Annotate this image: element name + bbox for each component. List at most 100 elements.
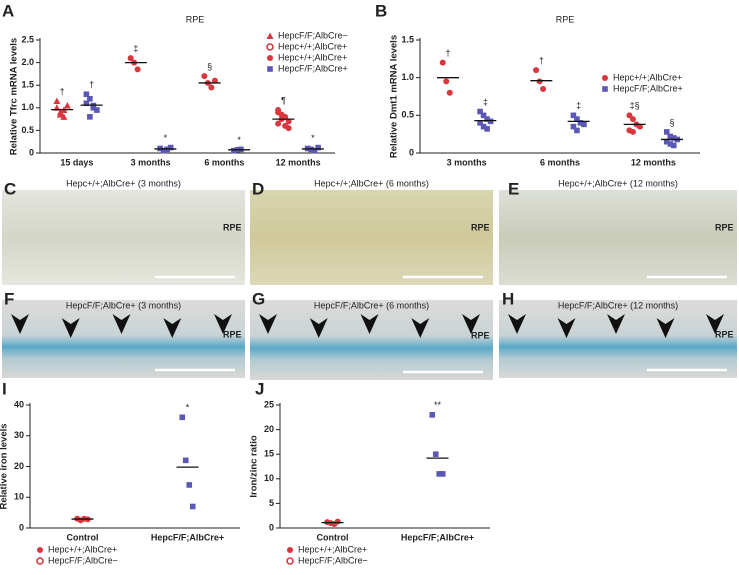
point xyxy=(443,78,450,85)
significance-label: † xyxy=(89,80,94,90)
point xyxy=(446,89,453,96)
arrowhead xyxy=(360,314,379,334)
point xyxy=(201,73,208,80)
significance-label: ‡ xyxy=(576,101,581,111)
x-tick-label: Control xyxy=(317,532,349,542)
significance-label: * xyxy=(311,133,315,143)
micrograph xyxy=(499,300,737,378)
point xyxy=(56,111,64,118)
point xyxy=(670,142,677,149)
point xyxy=(285,125,292,132)
legend-label: Hepc+/+;AlbCre+ xyxy=(298,544,367,554)
chart-title: RPE xyxy=(186,14,205,24)
arrowhead xyxy=(706,314,724,334)
point xyxy=(477,108,483,115)
legend-label: HepcF/F;AlbCre− xyxy=(278,30,348,40)
point xyxy=(484,126,490,132)
point xyxy=(663,129,670,135)
significance-label: * xyxy=(237,135,241,145)
arrowhead xyxy=(163,318,182,338)
point xyxy=(667,133,674,140)
point xyxy=(189,503,196,510)
micrograph-title: HepcF/F;AlbCre+ (6 months) xyxy=(314,300,429,310)
micrograph-title: HepcF/F;AlbCre+ (12 months) xyxy=(558,300,678,310)
point xyxy=(275,120,282,127)
arrowhead xyxy=(11,314,29,334)
legend-label: HepcF/F;AlbCre− xyxy=(48,555,118,565)
legend-marker xyxy=(602,75,608,81)
point xyxy=(167,144,174,151)
rpe-tag: RPE xyxy=(471,222,490,232)
point xyxy=(311,147,318,154)
legend-marker xyxy=(266,43,274,51)
rpe-tag: RPE xyxy=(471,330,490,340)
point xyxy=(87,114,93,120)
point xyxy=(211,77,218,84)
y-tick-label: 20 xyxy=(14,461,24,471)
y-tick-label: 0 xyxy=(29,147,34,157)
point xyxy=(667,141,674,147)
y-tick-label: 1.0 xyxy=(401,72,414,82)
panel-letter: G xyxy=(252,289,265,308)
point xyxy=(134,66,141,73)
point xyxy=(570,112,577,119)
micrograph-title: Hepc+/+;AlbCre+ (12 months) xyxy=(558,178,678,188)
point xyxy=(626,112,633,119)
arrowhead xyxy=(607,314,625,334)
micrograph-title: Hepc+/+;AlbCre+ (3 months) xyxy=(66,178,181,188)
micrograph xyxy=(2,190,245,285)
legend-marker xyxy=(36,557,44,565)
point xyxy=(186,482,193,488)
y-tick-label: 5 xyxy=(269,498,274,508)
point xyxy=(477,120,483,126)
point xyxy=(432,451,439,457)
point xyxy=(439,471,446,477)
x-tick-label: 6 months xyxy=(540,157,580,167)
point xyxy=(275,107,282,114)
x-tick-label: 12 months xyxy=(631,157,676,167)
rpe-tag: RPE xyxy=(223,222,242,232)
point xyxy=(160,147,167,154)
point xyxy=(480,112,487,119)
significance-label: † xyxy=(539,56,544,66)
x-tick-label: 6 months xyxy=(204,157,244,167)
arrowhead xyxy=(112,314,131,334)
x-tick-label: Control xyxy=(67,532,99,542)
point xyxy=(629,128,636,135)
rpe-tag: RPE xyxy=(223,329,242,339)
point xyxy=(60,113,68,120)
panel-letter: A xyxy=(2,1,14,20)
significance-label: * xyxy=(186,403,190,413)
micrograph xyxy=(250,190,493,285)
legend-label: Hepc+/+;AlbCre+ xyxy=(278,41,347,51)
micrograph xyxy=(2,300,245,378)
significance-label: § xyxy=(669,117,674,127)
significance-label: † xyxy=(60,86,65,96)
point xyxy=(577,120,584,126)
legend-marker xyxy=(267,55,273,61)
point xyxy=(574,116,580,122)
micrograph-title: Hepc+/+;AlbCre+ (6 months) xyxy=(314,178,429,188)
y-tick-label: 40 xyxy=(14,399,24,409)
panel-letter: B xyxy=(375,1,387,20)
significance-label: § xyxy=(207,62,212,72)
point xyxy=(670,135,677,141)
point xyxy=(487,118,494,125)
x-tick-label: 3 months xyxy=(131,157,171,167)
point xyxy=(574,127,580,134)
panel-letter: D xyxy=(252,179,264,198)
point xyxy=(429,412,436,418)
significance-label: ‡ xyxy=(133,43,138,53)
point xyxy=(629,116,636,123)
arrowhead xyxy=(557,318,576,338)
point xyxy=(83,100,90,107)
y-axis-label: Relative Dmt1 mRNA levels xyxy=(389,35,400,158)
legend-label: Hepc+/+;AlbCre+ xyxy=(613,72,682,82)
legend-marker xyxy=(266,32,274,39)
y-tick-label: 20 xyxy=(264,424,274,434)
significance-label: ‡ xyxy=(483,97,488,107)
y-tick-label: 10 xyxy=(264,473,274,483)
point xyxy=(484,116,490,122)
y-tick-label: 0 xyxy=(269,522,274,532)
